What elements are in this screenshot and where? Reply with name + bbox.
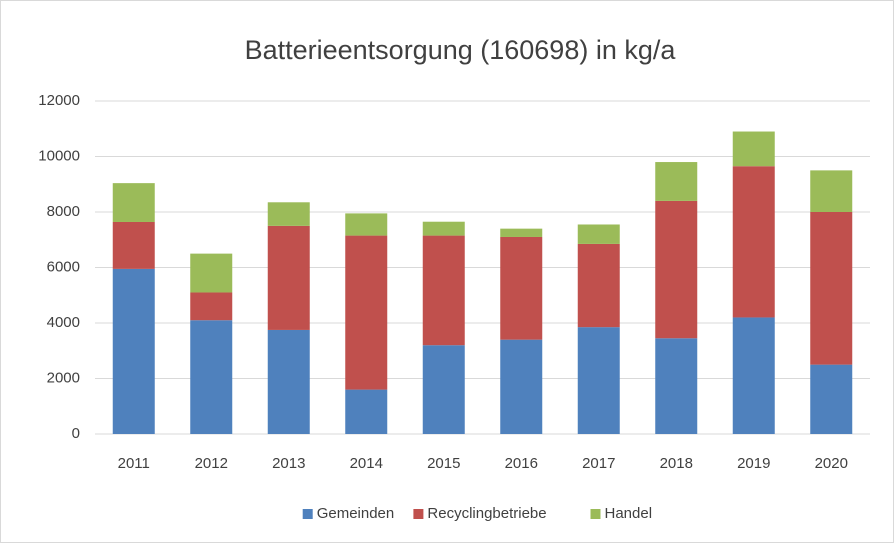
bar-segment [732, 317, 775, 434]
bar-segment [345, 213, 388, 236]
bar-segment [500, 339, 543, 434]
y-tick-label: 12000 [38, 92, 80, 109]
bar-segment [422, 345, 465, 434]
bar-segment [112, 183, 155, 222]
bar-segment [577, 327, 620, 434]
x-tick-label: 2017 [582, 455, 615, 472]
bar-segment [810, 364, 853, 434]
bar-segment [190, 320, 233, 434]
legend-label: Handel [605, 505, 653, 522]
bar-segment [345, 235, 388, 390]
y-tick-label: 8000 [47, 203, 80, 220]
bar-segment [500, 236, 543, 340]
y-tick-label: 10000 [38, 147, 80, 164]
bar-segment [655, 162, 698, 201]
bar-segment [112, 268, 155, 434]
x-tick-label: 2018 [660, 455, 693, 472]
x-tick-label: 2016 [505, 455, 538, 472]
y-tick-label: 2000 [47, 369, 80, 386]
bar-segment [267, 225, 310, 330]
legend-label: Gemeinden [317, 505, 395, 522]
bar-segment [267, 202, 310, 226]
bar-segment [655, 338, 698, 434]
bar-segment [810, 170, 853, 212]
x-tick-label: 2012 [195, 455, 228, 472]
bar-segment [577, 243, 620, 328]
bar-segment [810, 212, 853, 365]
bar-segment [190, 292, 233, 321]
bar-segment [732, 131, 775, 167]
bar-segment [267, 329, 310, 434]
x-tick-label: 2019 [737, 455, 770, 472]
legend-swatch [302, 509, 313, 519]
legend-swatch [590, 509, 601, 519]
x-tick-label: 2013 [272, 455, 305, 472]
chart-title: Batterieentsorgung (160698) in kg/a [245, 35, 677, 65]
bar-segment [500, 228, 543, 237]
x-tick-label: 2014 [350, 455, 383, 472]
bar-segment [655, 200, 698, 339]
y-tick-label: 0 [72, 425, 80, 442]
bar-segment [422, 235, 465, 346]
legend-label: Recyclingbetriebe [427, 505, 546, 522]
bar-segment [422, 221, 465, 236]
bar-segment [577, 224, 620, 244]
bar-segment [190, 253, 233, 293]
x-tick-label: 2015 [427, 455, 460, 472]
y-tick-label: 4000 [47, 314, 80, 331]
x-tick-label: 2020 [815, 455, 848, 472]
x-tick-label: 2011 [118, 455, 150, 472]
bar-segment [112, 221, 155, 269]
y-tick-label: 6000 [47, 258, 80, 275]
bar-segment [732, 166, 775, 318]
legend-swatch [413, 509, 424, 519]
bar-segment [345, 389, 388, 434]
